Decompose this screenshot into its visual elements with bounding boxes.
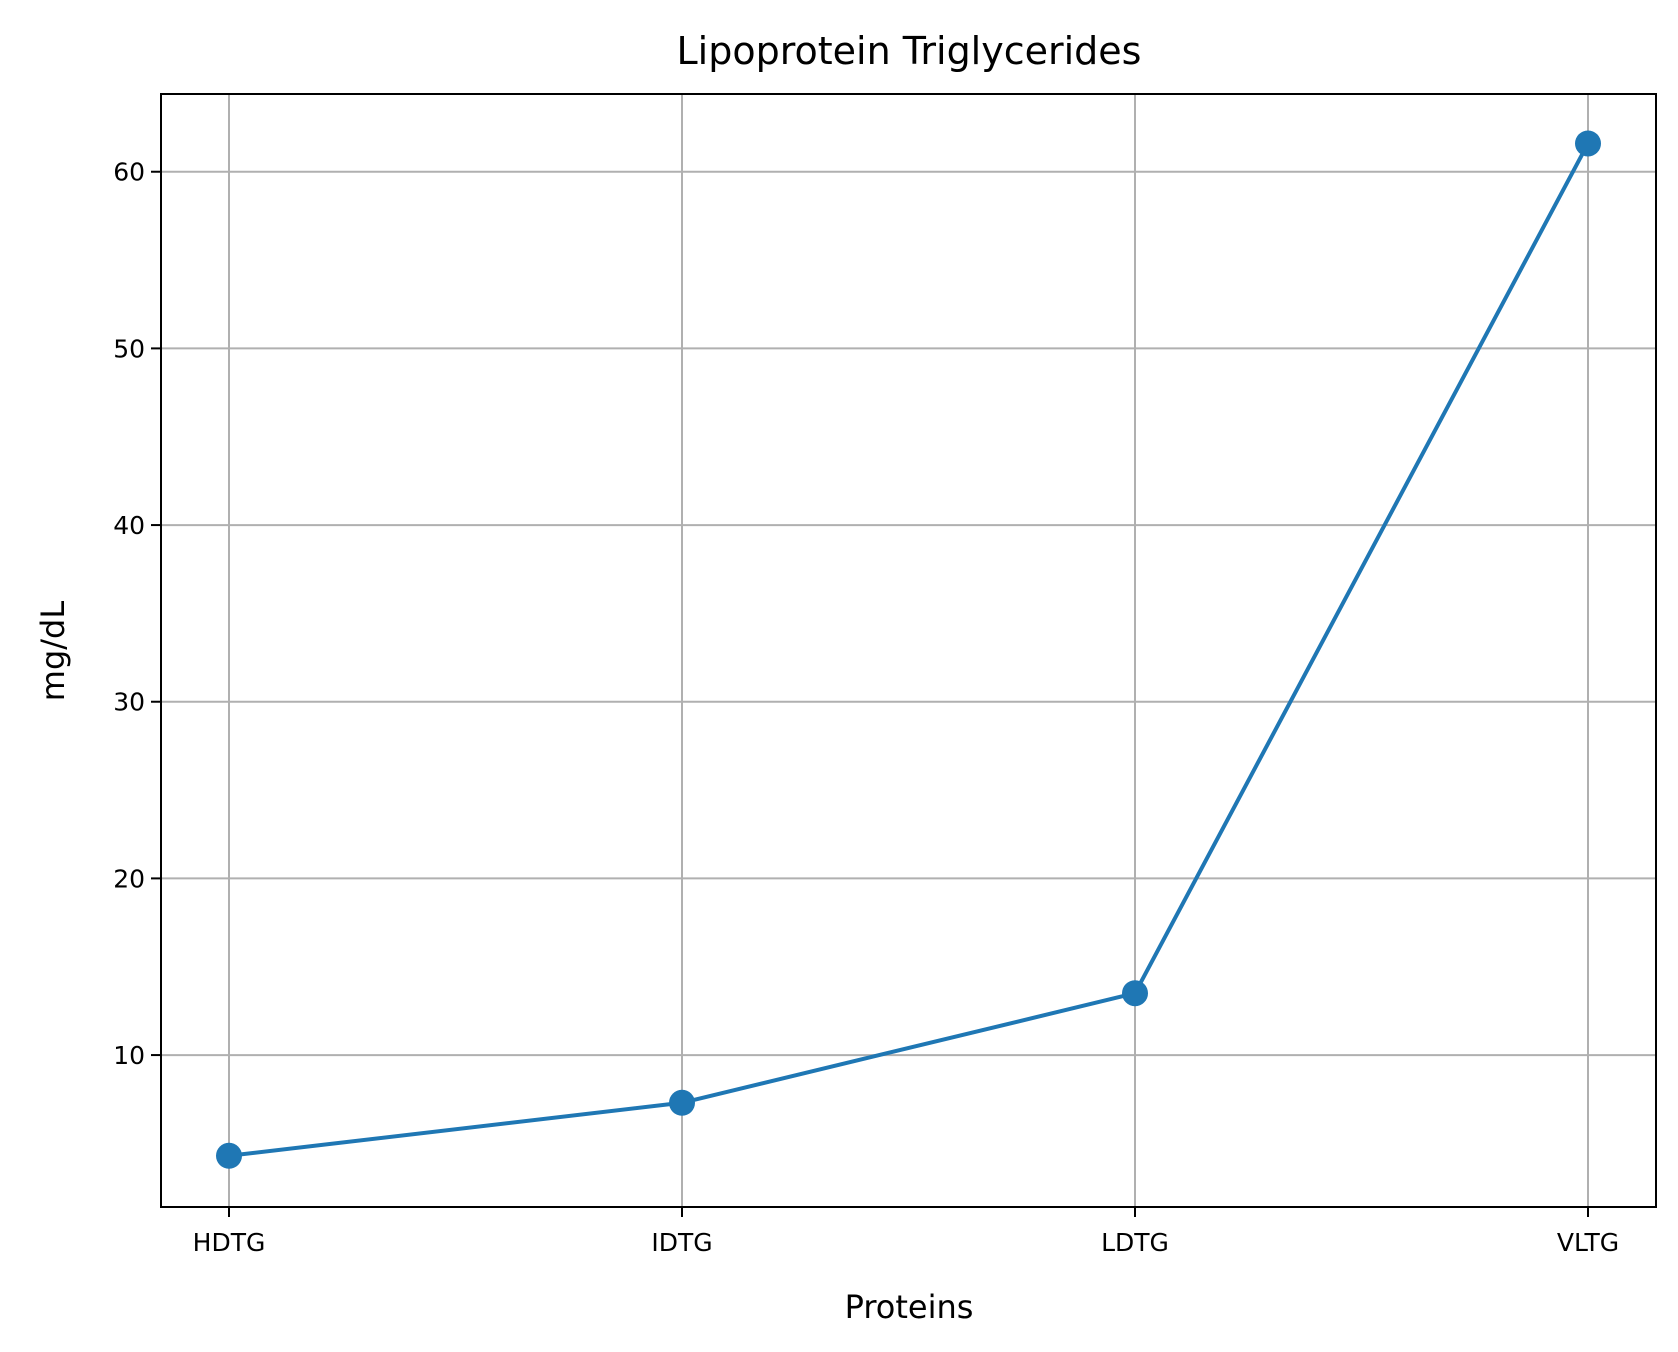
y-tick-label: 40 [113,511,145,540]
data-point [669,1089,695,1116]
y-tick-label: 60 [113,158,145,187]
y-tick-label: 50 [113,334,145,363]
series-layer [216,130,1601,1169]
data-point [1575,130,1601,157]
x-axis-label: Proteins [845,1288,974,1326]
x-tick-label: LDTG [1101,1228,1169,1257]
x-axis: HDTG IDTG LDTG VLTG [193,1207,1619,1257]
grid-lines [161,94,1656,1207]
x-tick-label: VLTG [1557,1228,1619,1257]
y-axis-label: mg/dL [34,601,72,702]
plot-frame [160,93,1657,1208]
y-tick-label: 20 [113,864,145,893]
series-line [228,142,1590,1158]
y-tick-label: 30 [113,688,145,717]
y-tick-label: 10 [113,1041,145,1070]
x-tick-label: IDTG [651,1228,712,1257]
data-point [1122,980,1148,1007]
data-point [216,1142,242,1169]
y-axis: 10 20 30 40 50 60 [113,158,161,1070]
chart-title: Lipoprotein Triglycerides [677,29,1142,73]
x-tick-label: HDTG [193,1228,266,1257]
